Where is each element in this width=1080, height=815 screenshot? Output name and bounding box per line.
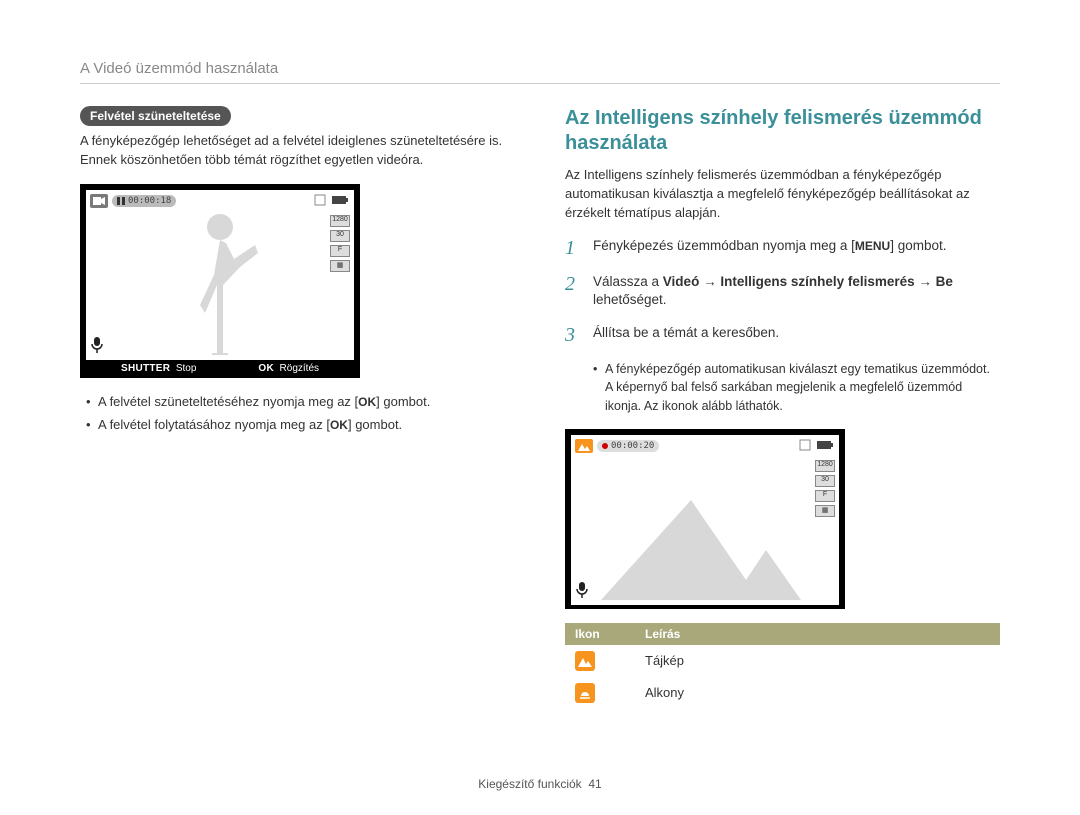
left-intro: A fényképezőgép lehetőséget ad a felvéte…	[80, 132, 515, 170]
timer-pill: 00:00:18	[112, 195, 176, 207]
sd-icon	[799, 439, 813, 453]
menu-key: MENU	[855, 239, 890, 253]
sunset-icon	[575, 683, 595, 703]
step-3: 3 Állítsa be a témát a keresőben.	[565, 324, 1000, 346]
ok-action: Rögzítés	[280, 363, 319, 374]
shutter-action: Stop	[176, 363, 197, 374]
mic-icon	[90, 337, 104, 356]
grid-icon: ▦	[330, 260, 350, 272]
step-text: Fényképezés üzemmódban nyomja meg a [MEN…	[593, 237, 947, 256]
footer-label: Kiegészítő funkciók	[478, 777, 581, 791]
lcd-screen: 00:00:18 1280 30 F ▦	[86, 190, 354, 360]
bullet-item: A felvétel szüneteltetéséhez nyomja meg …	[86, 392, 515, 412]
lcd-bottombar: SHUTTER Stop OK Rögzítés	[86, 360, 354, 374]
lcd-preview-right: 00:00:20 1280 30 F ▦	[565, 429, 845, 609]
step-text: Állítsa be a témát a keresőben.	[593, 324, 779, 343]
step-number: 2	[565, 273, 581, 295]
col-desc: Leírás	[635, 623, 1000, 645]
step-list: 1 Fényképezés üzemmódban nyomja meg a [M…	[565, 237, 1000, 347]
icon-label: Tájkép	[635, 645, 1000, 677]
right-column: Az Intelligens színhely felismerés üzemm…	[565, 106, 1000, 709]
video-mode-icon	[90, 194, 108, 208]
step-text: Válassza a Videó → Intelligens színhely …	[593, 273, 1000, 311]
bullet-text: A felvétel folytatásához nyomja meg az [	[98, 417, 330, 432]
section-heading: Az Intelligens színhely felismerés üzemm…	[565, 106, 1000, 156]
sub-bullets: A fényképezőgép automatikusan kiválaszt …	[593, 360, 1000, 414]
bullet-text: ] gombot.	[348, 417, 402, 432]
left-column: Felvétel szüneteltetése A fényképezőgép …	[80, 106, 515, 709]
ok-key-label: OK	[258, 363, 274, 374]
content-columns: Felvétel szüneteltetése A fényképezőgép …	[80, 106, 1000, 709]
bullet-item: A felvétel folytatásához nyomja meg az […	[86, 415, 515, 435]
step-2: 2 Válassza a Videó → Intelligens színhel…	[565, 273, 1000, 311]
pause-icon	[117, 197, 125, 205]
fps-icon: 30	[330, 230, 350, 242]
mic-icon	[575, 582, 589, 601]
res-icon: 1280	[815, 460, 835, 472]
ok-key: OK	[358, 395, 376, 409]
left-bullets: A felvétel szüneteltetéséhez nyomja meg …	[86, 392, 515, 435]
step-1: 1 Fényképezés üzemmódban nyomja meg a [M…	[565, 237, 1000, 259]
footer-page-number: 41	[588, 777, 601, 791]
timer-text: 00:00:20	[611, 441, 654, 451]
col-icon: Ikon	[565, 623, 635, 645]
sub-bullet-item: A fényképezőgép automatikusan kiválaszt …	[593, 360, 1000, 414]
landscape-icon	[575, 651, 595, 671]
lcd-screen: 00:00:20 1280 30 F ▦	[571, 435, 839, 605]
rec-dot-icon	[602, 443, 608, 449]
section-pill: Felvétel szüneteltetése	[80, 106, 231, 126]
fps-icon: 30	[815, 475, 835, 487]
timer-text: 00:00:18	[128, 196, 171, 206]
shutter-key-label: SHUTTER	[121, 363, 170, 374]
step-number: 1	[565, 237, 581, 259]
right-intro: Az Intelligens színhely felismerés üzemm…	[565, 166, 1000, 223]
icon-label: Alkony	[635, 677, 1000, 709]
page-footer: Kiegészítő funkciók 41	[0, 777, 1080, 791]
page-title: A Videó üzemmód használata	[80, 60, 1000, 84]
table-row: Tájkép	[565, 645, 1000, 677]
ok-key: OK	[330, 418, 348, 432]
lcd-preview-left: 00:00:18 1280 30 F ▦	[80, 184, 360, 378]
person-silhouette	[170, 205, 270, 360]
mountain-silhouette	[571, 490, 839, 605]
bullet-text: A felvétel szüneteltetéséhez nyomja meg …	[98, 394, 358, 409]
timer-pill: 00:00:20	[597, 440, 659, 452]
res-icon: 1280	[330, 215, 350, 227]
table-row: Alkony	[565, 677, 1000, 709]
f-icon: F	[330, 245, 350, 257]
bullet-text: ] gombot.	[376, 394, 430, 409]
sd-icon	[314, 194, 328, 208]
scene-landscape-icon	[575, 439, 593, 453]
step-number: 3	[565, 324, 581, 346]
icon-table: Ikon Leírás Tájkép	[565, 623, 1000, 709]
